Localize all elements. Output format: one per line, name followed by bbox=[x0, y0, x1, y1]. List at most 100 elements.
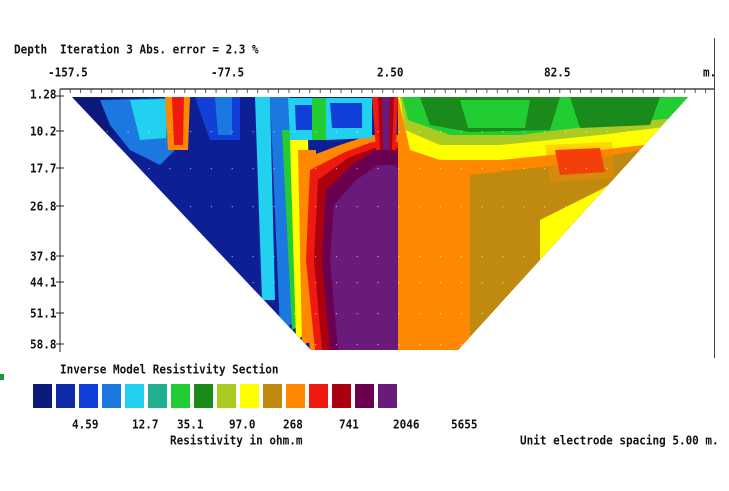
grid-dot bbox=[648, 97, 650, 98]
grid-dot bbox=[252, 256, 254, 258]
grid-dot bbox=[252, 313, 254, 315]
grid-dot bbox=[606, 206, 608, 208]
grid-dot bbox=[398, 168, 400, 170]
grid-dot bbox=[190, 313, 192, 315]
right-frame-line bbox=[714, 38, 715, 358]
grid-dot bbox=[627, 206, 629, 208]
grid-dot bbox=[273, 131, 275, 133]
grid-dot bbox=[585, 131, 588, 133]
legend-color-box bbox=[355, 384, 374, 408]
grid-dot bbox=[460, 97, 463, 98]
grid-dot bbox=[648, 206, 650, 208]
grid-dot bbox=[169, 168, 171, 170]
grid-dot bbox=[606, 344, 608, 346]
grid-dot bbox=[231, 344, 233, 346]
color-scale-legend bbox=[33, 384, 397, 408]
grid-dot bbox=[169, 131, 171, 133]
blue-box-right bbox=[330, 103, 362, 128]
grid-dot bbox=[690, 206, 691, 207]
grid-dot bbox=[502, 344, 504, 346]
grid-dot bbox=[169, 206, 171, 208]
grid-dot bbox=[127, 168, 129, 170]
grid-dot bbox=[419, 168, 421, 170]
grid-dot bbox=[460, 206, 463, 208]
grid-dot bbox=[315, 313, 317, 315]
grid-dot bbox=[585, 97, 588, 98]
grid-dot bbox=[440, 206, 442, 208]
grid-dot bbox=[210, 168, 213, 170]
grid-dot bbox=[148, 206, 150, 208]
grid-dot bbox=[419, 97, 421, 98]
grid-dot bbox=[190, 206, 192, 208]
grid-dot bbox=[315, 282, 317, 284]
grid-dot bbox=[273, 97, 275, 98]
grid-dot bbox=[65, 282, 66, 283]
grid-dot bbox=[106, 344, 108, 346]
grid-dot bbox=[377, 206, 379, 208]
grid-dot bbox=[106, 131, 108, 133]
grid-dot bbox=[106, 206, 108, 208]
grid-dot bbox=[231, 256, 233, 258]
grid-dot bbox=[210, 256, 213, 258]
grid-dot bbox=[627, 97, 629, 98]
grid-dot bbox=[85, 313, 88, 315]
left-edge-marker bbox=[0, 374, 4, 380]
grid-dot bbox=[398, 344, 400, 346]
grid-dot bbox=[190, 131, 192, 133]
grid-dot bbox=[419, 206, 421, 208]
grid-dot bbox=[273, 206, 275, 208]
grid-dot bbox=[294, 282, 296, 284]
grid-dot bbox=[669, 344, 671, 346]
grid-dot bbox=[669, 282, 671, 284]
grid-dot bbox=[148, 131, 150, 133]
grid-dot bbox=[502, 313, 504, 315]
depth-tick-label-1: 10.2 bbox=[30, 124, 57, 139]
grid-dot bbox=[690, 96, 691, 97]
grid-dot bbox=[544, 313, 546, 315]
grid-dot bbox=[294, 168, 296, 170]
grid-dot bbox=[231, 282, 233, 284]
grid-dot bbox=[210, 344, 213, 346]
grid-dot bbox=[627, 256, 629, 258]
grid-dot bbox=[356, 97, 358, 98]
grid-dot bbox=[273, 313, 275, 315]
resistivity-fill bbox=[72, 97, 688, 350]
grid-dot bbox=[148, 97, 150, 98]
grid-dot bbox=[252, 344, 254, 346]
grid-dot bbox=[627, 282, 629, 284]
grid-dot bbox=[481, 168, 483, 170]
grid-dot bbox=[335, 206, 338, 208]
grid-dot bbox=[440, 256, 442, 258]
grid-dot bbox=[356, 168, 358, 170]
grid-dot bbox=[565, 131, 567, 133]
legend-color-box bbox=[378, 384, 397, 408]
grid-dot bbox=[502, 97, 504, 98]
grid-dot bbox=[231, 313, 233, 315]
legend-color-box bbox=[56, 384, 75, 408]
grid-dot bbox=[523, 131, 525, 133]
grid-dot bbox=[690, 131, 691, 132]
grid-dot bbox=[377, 313, 379, 315]
grid-dot bbox=[169, 282, 171, 284]
grid-dot bbox=[127, 256, 129, 258]
grid-dot bbox=[585, 206, 588, 208]
grid-dot bbox=[294, 97, 296, 98]
red-left-spike bbox=[172, 97, 184, 145]
grid-dot bbox=[606, 97, 608, 98]
brown-right-region bbox=[470, 150, 688, 350]
grid-dot bbox=[252, 168, 254, 170]
grid-dot bbox=[502, 206, 504, 208]
grid-dot bbox=[460, 344, 463, 346]
grid-dot bbox=[252, 131, 254, 133]
grid-dot bbox=[169, 344, 171, 346]
grid-dot bbox=[273, 282, 275, 284]
legend-color-box bbox=[102, 384, 121, 408]
grid-dot bbox=[210, 97, 213, 98]
grid-dot bbox=[585, 344, 588, 346]
grid-dot bbox=[606, 256, 608, 258]
electrode-spacing-text: Unit electrode spacing 5.00 m. bbox=[520, 433, 719, 448]
grid-dot bbox=[335, 344, 338, 346]
grid-dot bbox=[377, 97, 379, 98]
scale-label-4: 268 bbox=[283, 417, 303, 432]
grid-dot bbox=[565, 282, 567, 284]
